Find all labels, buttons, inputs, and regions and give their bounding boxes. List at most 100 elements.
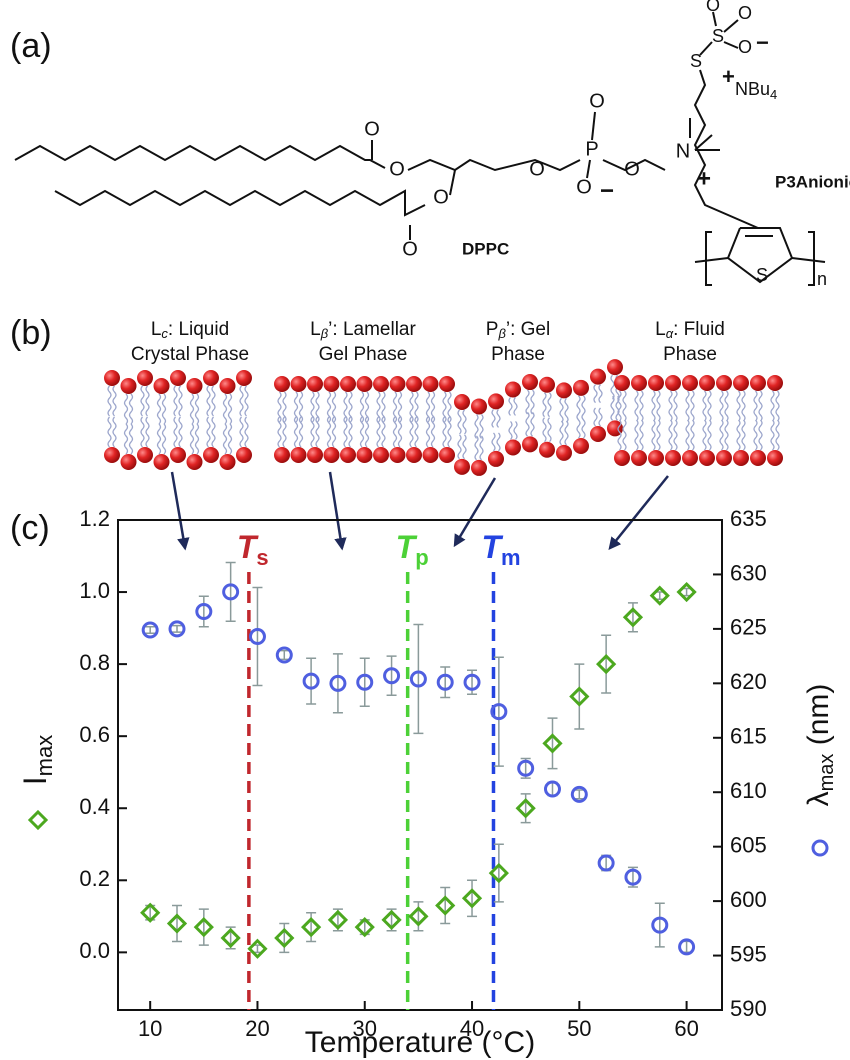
y-axis-label-sub: max <box>32 735 57 777</box>
data-point <box>168 620 186 638</box>
lipid-head <box>556 382 572 399</box>
lipid-head <box>290 447 307 463</box>
data-point <box>622 607 644 628</box>
lipid-tail <box>639 390 644 451</box>
transition-label: Tm <box>481 529 520 569</box>
x-tick-label: 50 <box>567 1016 591 1041</box>
data-point <box>678 938 696 956</box>
lipid-head <box>539 376 555 393</box>
panel-label: (b) <box>10 314 52 352</box>
lipid-head <box>454 394 470 410</box>
error-bar <box>252 586 263 687</box>
error-bar <box>574 789 585 800</box>
atom: O <box>433 186 449 208</box>
data-point <box>220 927 241 949</box>
lipid-tail <box>542 392 547 443</box>
y2-tick-label: 615 <box>730 724 767 749</box>
transition-sub: s <box>256 545 268 570</box>
phase-symbol: P <box>486 319 499 340</box>
lipid-tail <box>622 390 627 451</box>
data-point <box>327 909 349 931</box>
bracket <box>808 231 815 286</box>
lipid-head <box>356 447 373 463</box>
lipid-tail <box>719 390 724 451</box>
bond <box>586 159 591 179</box>
error-bar <box>279 649 290 661</box>
lipid-head <box>471 459 487 476</box>
data-point <box>542 733 563 754</box>
lipid-head <box>186 378 203 394</box>
lipid-head <box>665 450 681 466</box>
lipid-tail <box>564 397 569 446</box>
phase-symbol: L <box>655 319 666 340</box>
transition-sub: p <box>415 545 428 570</box>
lipid-tail <box>770 390 775 451</box>
lipid-head <box>573 438 589 455</box>
lipid-tail <box>690 390 695 451</box>
molecule-name: P3Anionic <box>775 172 850 191</box>
error-bar <box>306 657 317 705</box>
lipid-tail <box>425 391 431 448</box>
lipid-tail <box>343 391 348 448</box>
lipid-tail <box>244 385 249 448</box>
lipid-tail <box>112 385 117 448</box>
error-bar <box>681 940 692 954</box>
lipid-tail <box>194 393 200 455</box>
bond <box>591 111 596 141</box>
atom: O <box>706 0 720 15</box>
charge: + <box>722 64 735 89</box>
y2-tick-label: 595 <box>730 941 767 966</box>
data-point <box>463 673 481 691</box>
lipid-head <box>137 447 153 463</box>
lipid-head <box>203 370 219 386</box>
error-bar <box>467 879 478 918</box>
error-bar <box>332 653 343 714</box>
phase-arrow <box>328 471 347 551</box>
acyl-chain <box>14 144 386 169</box>
lipid-tail <box>128 393 134 455</box>
lipid-tail <box>397 391 403 448</box>
lipid-tail <box>598 384 603 427</box>
bond <box>449 169 456 196</box>
phase-rest: : Liquid <box>168 319 229 340</box>
lipid-head <box>389 376 406 392</box>
lipid-head <box>682 450 698 466</box>
error-bar <box>654 902 665 948</box>
atom: O <box>624 158 640 180</box>
phase-label: Crystal Phase <box>131 344 249 365</box>
lipid-head <box>323 447 340 463</box>
lipid-tail <box>447 391 452 448</box>
lipid-head <box>665 375 681 391</box>
phase-symbol: L <box>310 319 321 340</box>
lipid-tail <box>457 409 462 460</box>
atom: O <box>389 158 405 180</box>
lipid-tail <box>414 391 419 448</box>
bond <box>694 134 713 151</box>
lipid-head <box>767 375 783 391</box>
lipid-head <box>733 450 749 466</box>
data-point <box>517 759 535 777</box>
lipid-tail <box>656 390 661 451</box>
lipid-head <box>340 447 356 463</box>
y2-tick-label: 620 <box>730 669 767 694</box>
data-point <box>597 854 615 872</box>
lipid-tail <box>293 391 299 448</box>
lipid-tail <box>409 391 414 448</box>
error-bar <box>198 908 209 946</box>
lipid-head <box>648 450 664 466</box>
data-point <box>461 888 483 909</box>
lipid-tail <box>442 391 447 448</box>
error-bar <box>145 625 156 634</box>
lipid-tail <box>673 390 678 451</box>
data-point <box>651 916 669 934</box>
lipid-tail <box>702 390 707 451</box>
lipid-head <box>733 375 749 391</box>
lipid-tail <box>610 374 615 421</box>
data-point <box>195 602 213 620</box>
panel-label: (c) <box>10 509 50 547</box>
y2-tick-label: 635 <box>730 506 767 531</box>
lipid-tail <box>525 389 530 437</box>
lipid-tail <box>496 408 501 452</box>
lipid-head <box>170 447 186 463</box>
lipid-head <box>631 450 647 466</box>
